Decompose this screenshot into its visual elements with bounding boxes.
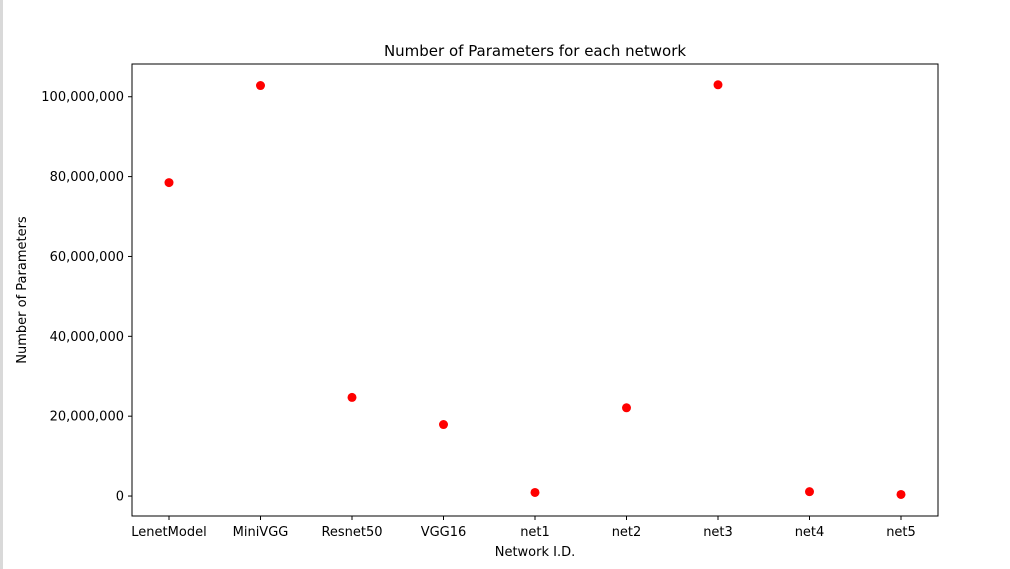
x-axis-label: Network I.D. xyxy=(495,545,576,560)
x-tick-label: net3 xyxy=(703,525,733,540)
data-point xyxy=(713,80,723,90)
data-point xyxy=(256,81,265,91)
y-axis-label: Number of Parameters xyxy=(15,216,30,364)
x-tick-label: LenetModel xyxy=(131,525,206,540)
x-tick-label: VGG16 xyxy=(421,525,467,540)
x-tick-label: net1 xyxy=(520,525,550,540)
y-tick-label: 0 xyxy=(116,490,124,505)
data-point xyxy=(530,487,540,497)
y-tick-label: 40,000,000 xyxy=(50,330,124,345)
data-point xyxy=(439,420,448,430)
chart-title: Number of Parameters for each network xyxy=(384,42,686,60)
x-tick-label: net5 xyxy=(886,525,916,540)
x-tick-label: MiniVGG xyxy=(233,525,289,540)
x-tick-label: net2 xyxy=(612,525,642,540)
y-tick-label: 80,000,000 xyxy=(50,170,124,185)
data-point xyxy=(896,489,906,499)
data-point xyxy=(805,487,814,497)
x-tick-label: net4 xyxy=(795,525,825,540)
plot-frame xyxy=(131,63,939,517)
y-tick-label: 20,000,000 xyxy=(50,410,124,425)
x-tick-label: Resnet50 xyxy=(321,525,382,540)
window-edge xyxy=(0,0,3,569)
data-point xyxy=(164,178,174,188)
y-tick-label: 100,000,000 xyxy=(41,90,124,105)
data-point xyxy=(622,403,631,413)
data-point xyxy=(347,392,357,402)
y-tick-label: 60,000,000 xyxy=(50,250,124,265)
